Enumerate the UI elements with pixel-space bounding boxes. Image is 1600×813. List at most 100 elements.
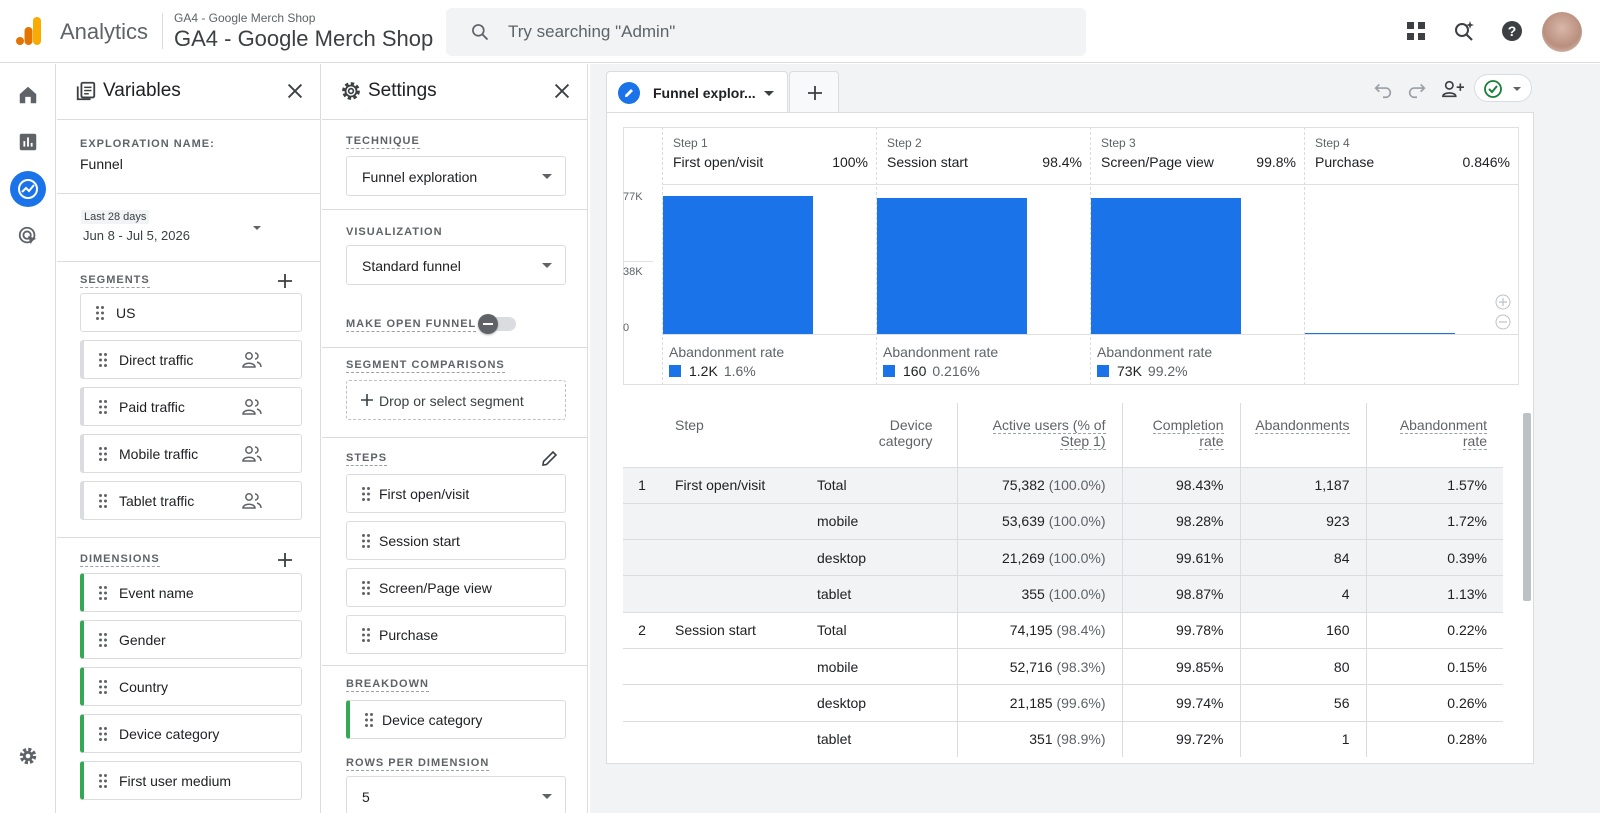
segment-label: US xyxy=(116,305,136,321)
breakdown-chip[interactable]: Device category xyxy=(346,700,566,739)
row-completion: 99.78% xyxy=(1122,611,1241,649)
drag-handle-icon[interactable] xyxy=(361,533,371,549)
funnel-step-column[interactable]: Step 3 Screen/Page view 99.8% Abandonment r… xyxy=(1090,127,1305,385)
table-scrollbar[interactable] xyxy=(1523,413,1531,601)
header-device[interactable]: Device category xyxy=(809,403,958,467)
admin-nav-button[interactable] xyxy=(10,738,46,774)
close-icon[interactable] xyxy=(284,80,306,102)
dimension-chip[interactable]: Event name xyxy=(80,573,302,612)
home-nav-button[interactable] xyxy=(10,77,46,113)
date-range[interactable]: Jun 8 - Jul 5, 2026 xyxy=(83,228,190,243)
drag-handle-icon[interactable] xyxy=(98,493,108,509)
segment-chip[interactable]: Mobile traffic xyxy=(80,434,302,473)
save-status-button[interactable] xyxy=(1474,74,1532,102)
drag-handle-icon[interactable] xyxy=(98,399,108,415)
tab-funnel-exploration[interactable]: Funnel explor... xyxy=(606,71,788,113)
drag-handle-icon[interactable] xyxy=(361,627,371,643)
drag-handle-icon[interactable] xyxy=(361,486,371,502)
abandonment-values: 160 0.216% xyxy=(883,363,980,379)
share-people-icon[interactable] xyxy=(1440,78,1466,100)
drag-handle-icon[interactable] xyxy=(98,773,108,789)
dimension-chip[interactable]: Device category xyxy=(80,714,302,753)
table-row[interactable]: tablet 351 (98.9%) 99.72% 1 0.28% xyxy=(623,720,1503,758)
advertising-nav-button[interactable] xyxy=(10,218,46,254)
date-dropdown-caret-icon[interactable] xyxy=(253,226,261,230)
drag-handle-icon[interactable] xyxy=(364,712,374,728)
edit-pencil-icon[interactable] xyxy=(618,82,640,104)
drag-handle-icon[interactable] xyxy=(98,632,108,648)
table-row[interactable]: 2 Session start Total 74,195 (98.4%) 99.78% 1… xyxy=(623,611,1503,649)
segment-chip[interactable]: Direct traffic xyxy=(80,340,302,379)
edit-steps-pencil-icon[interactable] xyxy=(540,448,560,468)
active-pct: (99.6%) xyxy=(1056,694,1106,711)
drag-handle-icon[interactable] xyxy=(98,352,108,368)
search-insights-icon[interactable] xyxy=(1452,19,1476,43)
funnel-bar[interactable] xyxy=(663,196,813,334)
funnel-bar[interactable] xyxy=(877,198,1027,334)
table-row[interactable]: desktop 21,185 (99.6%) 99.74% 56 0.26% xyxy=(623,684,1503,722)
segment-chip[interactable]: US xyxy=(80,293,302,332)
close-icon[interactable] xyxy=(551,80,573,102)
segment-drop-zone[interactable]: Drop or select segment xyxy=(346,380,566,420)
dimension-chip[interactable]: First user medium xyxy=(80,761,302,800)
funnel-step-column[interactable]: Step 2 Session start 98.4% Abandonment rate… xyxy=(876,127,1091,385)
funnel-step-column[interactable]: Step 4 Purchase 0.846% xyxy=(1304,127,1519,385)
header-abandonments[interactable]: Abandonments xyxy=(1240,403,1367,467)
reports-nav-button[interactable] xyxy=(10,124,46,160)
avatar[interactable] xyxy=(1542,12,1582,52)
account-path[interactable]: GA4 - Google Merch Shop xyxy=(174,11,316,25)
table-row[interactable]: 1 First open/visit Total 75,382 (100.0%) 98.… xyxy=(623,466,1503,504)
header-completion-rate[interactable]: Completion rate xyxy=(1122,403,1241,467)
apps-grid-icon[interactable] xyxy=(1404,19,1428,43)
drag-handle-icon[interactable] xyxy=(98,446,108,462)
funnel-bar[interactable] xyxy=(1091,198,1241,334)
add-tab-button[interactable] xyxy=(789,71,839,113)
help-icon[interactable]: ? xyxy=(1500,19,1524,43)
drag-handle-icon[interactable] xyxy=(98,726,108,742)
row-abandonment-rate: 0.28% xyxy=(1366,720,1503,758)
drag-handle-icon[interactable] xyxy=(95,305,105,321)
property-selector[interactable]: GA4 - Google Merch Shop xyxy=(174,26,434,51)
visualization-select[interactable]: Standard funnel xyxy=(346,245,566,285)
redo-icon[interactable] xyxy=(1406,78,1428,100)
step-chip[interactable]: Purchase xyxy=(346,615,566,654)
zoom-in-icon[interactable] xyxy=(1495,294,1511,310)
segments-label: SEGMENTS xyxy=(80,274,150,288)
technique-select[interactable]: Funnel exploration xyxy=(346,156,566,196)
funnel-bar[interactable] xyxy=(1305,333,1455,334)
step-chip[interactable]: Session start xyxy=(346,521,566,560)
search-bar[interactable] xyxy=(446,8,1086,56)
rows-per-dimension-select[interactable]: 5 xyxy=(346,776,566,813)
table-row[interactable]: desktop 21,269 (100.0%) 99.61% 84 0.39% xyxy=(623,539,1503,576)
header-active-users[interactable]: Active users (% of Step 1) xyxy=(957,403,1123,467)
segment-chip[interactable]: Paid traffic xyxy=(80,387,302,426)
drag-handle-icon[interactable] xyxy=(98,585,108,601)
explore-nav-button[interactable] xyxy=(10,171,46,207)
table-row[interactable]: mobile 53,639 (100.0%) 98.28% 923 1.72% xyxy=(623,502,1503,540)
row-active-users: 21,185 (99.6%) xyxy=(957,684,1123,722)
segment-chip[interactable]: Tablet traffic xyxy=(80,481,302,520)
add-segment-plus-icon[interactable] xyxy=(275,271,295,291)
open-funnel-toggle[interactable] xyxy=(478,314,516,334)
add-dimension-plus-icon[interactable] xyxy=(275,550,295,570)
drag-handle-icon[interactable] xyxy=(361,580,371,596)
drag-handle-icon[interactable] xyxy=(98,679,108,695)
analytics-logo-icon[interactable] xyxy=(16,17,42,45)
row-active-users: 53,639 (100.0%) xyxy=(957,502,1123,540)
undo-icon[interactable] xyxy=(1372,78,1394,100)
zoom-out-icon[interactable] xyxy=(1495,314,1511,330)
header-abandonment-rate[interactable]: Abandonment rate xyxy=(1366,403,1503,467)
exploration-name-field[interactable]: Funnel xyxy=(80,156,123,172)
chevron-down-icon[interactable] xyxy=(764,91,774,96)
active-pct: (100.0%) xyxy=(1048,477,1106,494)
variables-header: Variables xyxy=(57,64,320,120)
funnel-step-column[interactable]: Step 1 First open/visit 100% Abandonment ra… xyxy=(662,127,877,385)
table-row[interactable]: mobile 52,716 (98.3%) 99.85% 80 0.15% xyxy=(623,647,1503,685)
step-chip[interactable]: Screen/Page view xyxy=(346,568,566,607)
row-step-name xyxy=(661,539,809,576)
dimension-chip[interactable]: Country xyxy=(80,667,302,706)
step-chip[interactable]: First open/visit xyxy=(346,474,566,513)
dimension-chip[interactable]: Gender xyxy=(80,620,302,659)
search-input[interactable] xyxy=(508,18,1068,46)
table-row[interactable]: tablet 355 (100.0%) 98.87% 4 1.13% xyxy=(623,575,1503,613)
